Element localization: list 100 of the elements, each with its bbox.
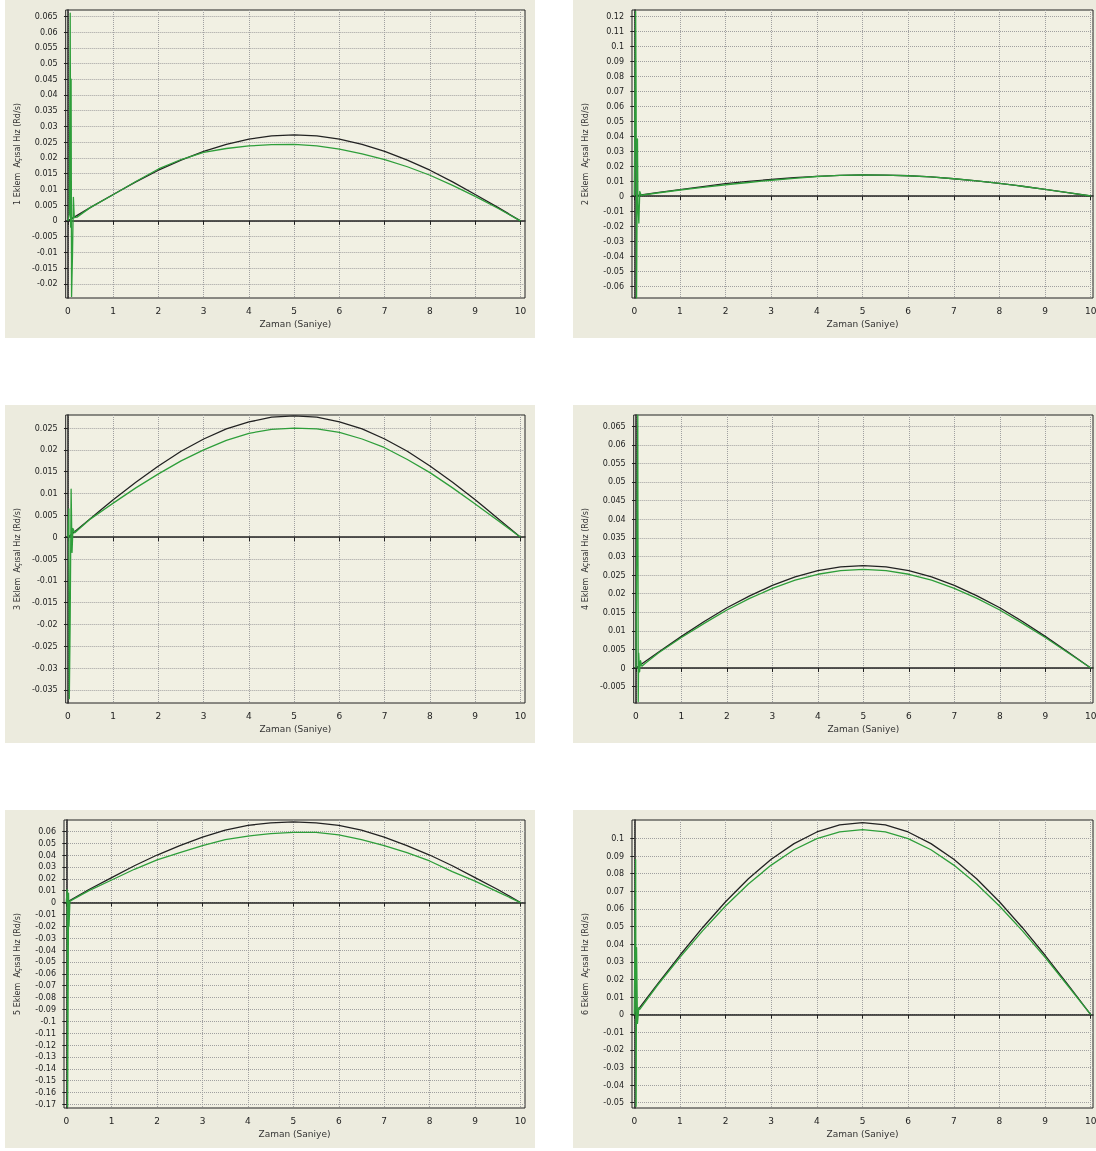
x-tick-label: 5 [859, 1115, 866, 1126]
y-tick-label: 0.065 [34, 11, 58, 21]
x-tick-label: 5 [291, 305, 298, 316]
x-axis-title: Zaman (Saniye) [826, 319, 899, 330]
x-tick-label: 2 [722, 305, 729, 316]
y-tick-label: -0.03 [603, 1062, 624, 1072]
y-tick-label: 0.06 [39, 27, 58, 37]
y-tick-label: 0.01 [39, 489, 58, 499]
x-tick-label: 6 [905, 1115, 912, 1126]
y-tick-label: 0.08 [606, 71, 624, 81]
x-tick-label: 7 [950, 1115, 957, 1126]
y-axis-title: 1 Eklem Açısal Hız (Rd/s) [12, 103, 22, 205]
y-tick-label: 0.045 [34, 74, 58, 84]
y-tick-label: -0.02 [35, 921, 56, 931]
y-axis-title: 5 Eklem Açısal Hız (Rd/s) [12, 913, 22, 1015]
y-tick-label: -0.04 [603, 251, 624, 261]
y-tick-label: -0.01 [36, 247, 58, 257]
y-tick-label: -0.01 [36, 576, 58, 586]
y-tick-label: 0.01 [38, 886, 56, 896]
y-axis-title: 3 Eklem Açısal Hız (Rd/s) [12, 508, 22, 610]
x-tick-label: 3 [769, 710, 776, 721]
y-tick-label: 0.1 [611, 834, 624, 843]
x-tick-label: 6 [336, 305, 343, 316]
x-tick-label: 1 [110, 710, 117, 721]
y-tick-label: -0.03 [35, 933, 56, 943]
y-tick-label: 0.06 [606, 904, 624, 914]
y-tick-label: 0 [618, 191, 624, 201]
y-tick-label: 0.055 [602, 458, 626, 468]
y-tick-label: 0.04 [38, 850, 56, 860]
y-tick-label: -0.08 [35, 993, 56, 1003]
y-tick-label: 0.04 [606, 131, 624, 141]
x-tick-label: 2 [724, 710, 730, 721]
y-tick-label: 0.005 [34, 510, 58, 520]
x-tick-label: 1 [677, 1115, 683, 1126]
x-tick-label: 10 [1084, 1115, 1096, 1126]
x-tick-label: 0 [65, 710, 72, 721]
x-tick-label: 6 [905, 710, 912, 721]
y-axis-title: 6 Eklem Açısal Hız (Rd/s) [580, 913, 590, 1015]
x-tick-label: 9 [472, 710, 479, 721]
x-tick-label: 10 [1084, 305, 1096, 316]
x-axis-title: Zaman (Saniye) [259, 319, 332, 330]
y-tick-label: -0.17 [35, 1099, 56, 1109]
y-tick-label: 0.02 [38, 874, 56, 884]
y-tick-label: 0.02 [39, 153, 58, 163]
y-tick-label: -0.015 [31, 263, 58, 273]
x-tick-label: 1 [108, 1115, 115, 1126]
y-axis-title: 4 Eklem Açısal Hız (Rd/s) [580, 508, 590, 610]
y-tick-label: 0.03 [606, 146, 624, 156]
y-tick-label: 0.09 [606, 851, 624, 861]
y-tick-label: 0.07 [606, 886, 624, 896]
y-tick-label: -0.06 [603, 281, 624, 291]
x-tick-label: 10 [514, 305, 527, 316]
y-tick-label: -0.005 [31, 232, 58, 242]
y-tick-label: 0 [52, 532, 58, 542]
x-tick-label: 4 [246, 305, 253, 316]
x-tick-label: 0 [633, 710, 640, 721]
y-tick-label: 0.09 [606, 56, 624, 66]
y-tick-label: 0.06 [606, 101, 624, 111]
y-tick-label: 0.055 [34, 43, 58, 53]
y-tick-label: 0.01 [606, 176, 624, 186]
y-tick-label: -0.04 [35, 945, 56, 955]
x-tick-label: 0 [631, 305, 638, 316]
x-tick-label: 4 [245, 1115, 252, 1126]
x-tick-label: 4 [246, 710, 253, 721]
y-tick-label: -0.02 [36, 619, 58, 629]
y-tick-label: -0.04 [603, 1080, 624, 1090]
x-tick-label: 5 [291, 710, 298, 721]
y-tick-label: -0.005 [599, 682, 626, 692]
y-tick-label: -0.14 [35, 1064, 56, 1074]
x-tick-label: 7 [381, 305, 388, 316]
y-tick-label: 0.03 [607, 551, 626, 561]
x-tick-label: 4 [813, 305, 820, 316]
y-tick-label: 0.05 [607, 477, 626, 487]
y-tick-label: -0.16 [35, 1088, 56, 1098]
x-tick-label: 3 [199, 1115, 206, 1126]
y-tick-label: 0.015 [602, 607, 626, 617]
x-tick-label: 8 [427, 710, 434, 721]
x-tick-label: 0 [63, 1115, 70, 1126]
y-tick-label: 0.05 [606, 922, 624, 932]
x-tick-label: 7 [951, 710, 958, 721]
x-tick-label: 4 [815, 710, 821, 721]
x-tick-label: 8 [427, 305, 434, 316]
y-tick-label: -0.03 [603, 236, 624, 246]
x-tick-label: 10 [514, 710, 527, 721]
y-tick-label: -0.12 [35, 1040, 56, 1050]
x-tick-label: 6 [905, 305, 912, 316]
y-tick-label: -0.1 [40, 1016, 56, 1026]
y-tick-label: 0.025 [34, 137, 58, 147]
x-tick-label: 2 [154, 1115, 160, 1126]
y-tick-label: -0.05 [603, 266, 624, 276]
x-tick-label: 7 [950, 305, 957, 316]
x-tick-label: 7 [381, 710, 388, 721]
x-tick-label: 5 [860, 710, 867, 721]
y-tick-label: 0.04 [606, 939, 624, 949]
x-tick-label: 9 [1042, 1115, 1049, 1126]
y-tick-label: 0.03 [39, 121, 58, 131]
y-tick-label: -0.015 [31, 598, 58, 608]
y-tick-label: 0.01 [39, 184, 58, 194]
y-tick-label: -0.05 [35, 957, 56, 967]
x-tick-label: 0 [631, 1115, 638, 1126]
